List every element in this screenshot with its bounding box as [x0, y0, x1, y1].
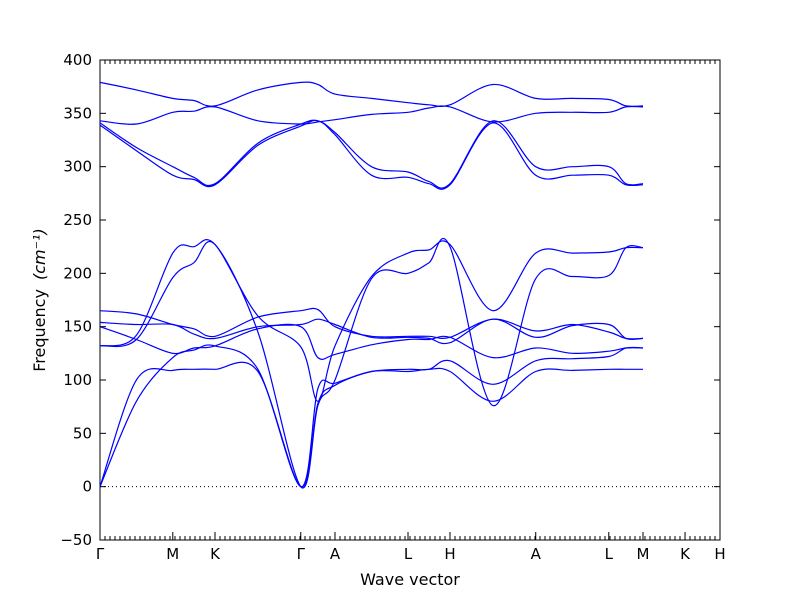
x-tick-label: M [637, 545, 650, 563]
y-tick-label: −50 [60, 531, 92, 549]
band-1 [99, 361, 643, 488]
band-2 [99, 344, 644, 488]
x-tick-label: Γ [297, 545, 306, 563]
plot-area [99, 59, 721, 541]
x-tick-label: K [210, 545, 221, 563]
y-tick-label: 200 [63, 264, 92, 282]
y-tick-label: 300 [63, 158, 92, 176]
band-11 [99, 81, 644, 107]
y-tick-label: 100 [63, 371, 92, 389]
x-tick-label: A [330, 545, 341, 563]
band-6 [99, 318, 644, 345]
phonon-bands [99, 81, 644, 489]
band-8 [99, 119, 644, 190]
y-axis-title: Frequency (cm⁻¹) [30, 228, 49, 371]
band-4 [99, 239, 644, 402]
plot-frame [99, 59, 721, 541]
band-9 [99, 119, 644, 189]
y-tick-label: 350 [63, 104, 92, 122]
x-tick-label: A [531, 545, 542, 563]
x-tick-label: Γ [96, 545, 105, 563]
x-tick-label: L [605, 545, 614, 563]
x-tick-label: H [444, 545, 455, 563]
y-tick-label: 400 [63, 51, 92, 69]
y-axis: −50 0 50 100 150 200 250 300 350 400 [60, 51, 720, 549]
x-tick-label: L [404, 545, 413, 563]
y-tick-label: 250 [63, 211, 92, 229]
band-5 [99, 323, 644, 360]
x-tick-label: K [680, 545, 691, 563]
y-axis-title-unit: (cm⁻¹) [30, 228, 49, 280]
band-7 [99, 307, 644, 340]
band-3 [99, 237, 644, 489]
x-tick-label: H [714, 545, 725, 563]
y-tick-label: 0 [82, 478, 92, 496]
band-10 [99, 105, 644, 125]
x-tick-label: M [166, 545, 179, 563]
x-axis-title: Wave vector [360, 570, 460, 589]
y-tick-label: 150 [63, 318, 92, 336]
y-tick-label: 50 [73, 424, 92, 442]
y-axis-title-text: Frequency [30, 289, 49, 372]
